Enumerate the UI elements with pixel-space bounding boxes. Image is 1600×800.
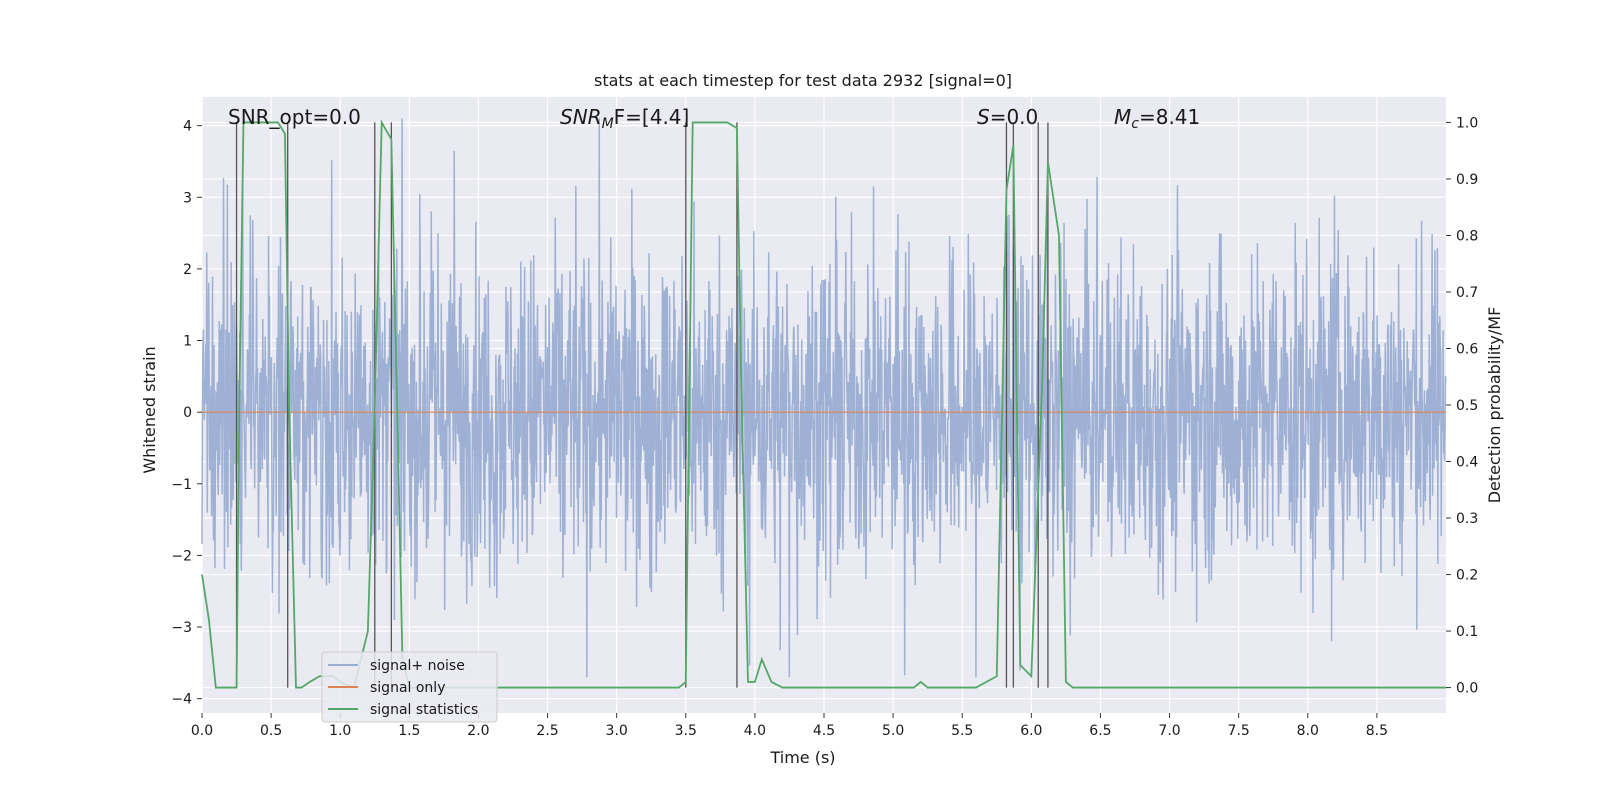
right-tick-label: 0.4: [1456, 455, 1478, 471]
x-tick-label: 3.0: [606, 723, 628, 739]
right-tick-label: 0.8: [1456, 228, 1478, 244]
chart-title: stats at each timestep for test data 293…: [594, 71, 1012, 90]
legend-box: [321, 651, 498, 723]
x-tick-label: 4.5: [813, 723, 835, 739]
annotation-mc-sub: c: [1131, 116, 1139, 132]
left-tick-label: 3: [183, 190, 192, 206]
right-tick-label: 0.7: [1456, 285, 1478, 301]
left-tick-label: 0: [183, 405, 192, 421]
x-tick-label: 5.5: [951, 723, 973, 739]
y-axis-label-right: Detection probability/MF: [1485, 307, 1504, 504]
annotation-snr-mf-base: SNR: [560, 105, 602, 129]
left-tick-label: 2: [183, 262, 192, 278]
right-tick-label: 0.0: [1456, 681, 1478, 697]
vertical-markers: [235, 122, 1049, 688]
x-tick-label: 1.5: [398, 723, 420, 739]
signal-statistics-series: [201, 119, 1446, 689]
x-tick-label: 7.5: [1228, 723, 1250, 739]
x-tick-label: 0.5: [260, 723, 282, 739]
x-ticks: 0.0 0.5 1.0 1.5 2.0 2.5 3.0 3.5 4.0 4.5 5.0 5.5 6.0 6…: [191, 713, 1388, 739]
x-tick-label: 6.0: [1020, 723, 1042, 739]
x-tick-label: 8.5: [1366, 723, 1388, 739]
annotation-mc-base: M: [1114, 105, 1131, 129]
signal-statistics-line: [201, 119, 1446, 689]
annotation-s: S=0.0: [977, 105, 1038, 129]
annotation-mc: Mc=8.41: [1114, 105, 1200, 132]
legend-label-signal-noise: signal+ noise: [370, 658, 465, 674]
x-tick-label: 4.0: [744, 723, 766, 739]
left-tick-label: 1: [183, 334, 192, 350]
legend: signal+ noise signal only signal statist…: [321, 651, 498, 723]
x-tick-label: 7.0: [1158, 723, 1180, 739]
right-tick-label: 0.1: [1456, 624, 1478, 640]
x-axis-label: Time (s): [769, 748, 835, 767]
right-tick-label: 0.3: [1456, 511, 1478, 527]
x-tick-label: 6.5: [1089, 723, 1111, 739]
annotation-snr-mf-sub: M: [602, 116, 614, 132]
right-tick-label: 0.9: [1456, 172, 1478, 188]
left-tick-label: −2: [171, 548, 192, 564]
x-tick-label: 2.5: [536, 723, 558, 739]
legend-label-signal-statistics: signal statistics: [370, 702, 478, 718]
annotation-mc-rest: =8.41: [1139, 105, 1200, 129]
y-axis-label-left: Whitened strain: [140, 346, 159, 473]
x-tick-label: 8.0: [1297, 723, 1319, 739]
signal-noise-series: [201, 118, 1447, 678]
annotations: SNR_opt=0.0 SNRMF=[4.4] S=0.0 Mc=8.41: [228, 105, 1200, 132]
right-tick-label: 0.2: [1456, 568, 1478, 584]
left-tick-label: 4: [183, 119, 192, 135]
annotation-s-rest: =0.0: [990, 105, 1039, 129]
x-tick-label: 2.0: [467, 723, 489, 739]
legend-label-signal-only: signal only: [370, 680, 445, 696]
annotation-snr-mf-rest: F=[4.4]: [614, 105, 690, 129]
x-tick-label: 1.0: [329, 723, 351, 739]
left-tick-label: −4: [171, 692, 192, 708]
annotation-s-base: S: [977, 105, 990, 129]
right-tick-label: 0.6: [1456, 341, 1478, 357]
signal-noise-line: [201, 118, 1447, 678]
x-tick-label: 3.5: [675, 723, 697, 739]
annotation-snr-opt: SNR_opt=0.0: [228, 105, 361, 129]
annotation-snr-mf: SNRMF=[4.4]: [560, 105, 689, 132]
left-y-ticks: 4 3 2 1 0 −1 −2 −3 −4: [171, 119, 202, 708]
right-tick-label: 1.0: [1456, 115, 1478, 131]
right-tick-label: 0.5: [1456, 398, 1478, 414]
left-tick-label: −3: [171, 620, 192, 636]
left-tick-label: −1: [171, 477, 192, 493]
x-tick-label: 5.0: [882, 723, 904, 739]
right-y-ticks: 1.0 0.9 0.8 0.7 0.6 0.5 0.4 0.3 0.2 0.1 0.0: [1446, 115, 1478, 697]
x-tick-label: 0.0: [191, 723, 213, 739]
